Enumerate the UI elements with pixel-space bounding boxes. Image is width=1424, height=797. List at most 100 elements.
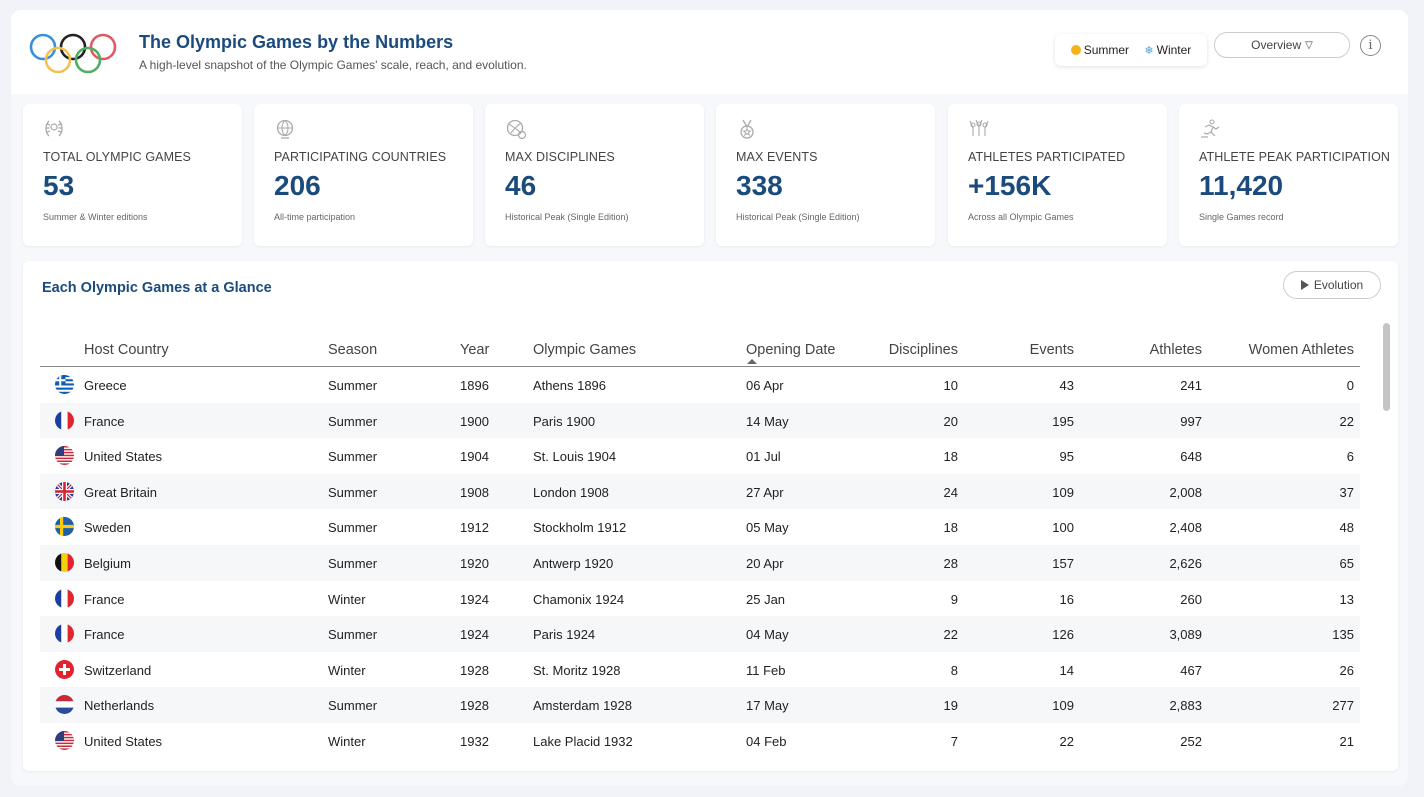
column-header-athletes[interactable]: Athletes	[1149, 342, 1202, 358]
season-summer-button[interactable]: Summer	[1070, 43, 1130, 57]
kpi-value: 206	[274, 170, 321, 201]
table-header: Host Country Season Year Olympic Games O…	[40, 321, 1360, 367]
kpi-note: Single Games record	[1199, 212, 1284, 222]
column-header-events[interactable]: Events	[1029, 342, 1074, 358]
column-header-year[interactable]: Year	[460, 342, 490, 358]
flag-france-icon	[55, 588, 74, 608]
cell-women-athletes: 135	[1332, 627, 1354, 643]
cell-country: France	[84, 591, 125, 607]
evolution-button[interactable]: Evolution	[1283, 271, 1381, 299]
kpi-card-peak: ATHLETE PEAK PARTICIPATION 11,420 Single…	[1179, 104, 1398, 246]
cell-year: 1928	[460, 662, 489, 678]
cell-athletes: 241	[1180, 378, 1202, 393]
play-icon	[1300, 280, 1309, 290]
table-row[interactable]: France Winter 1924 Chamonix 1924 25 Jan 9 16 26…	[40, 581, 1360, 617]
cell-year: 1912	[460, 520, 489, 536]
table-row[interactable]: Sweden Summer 1912 Stockholm 1912 05 May 18 10…	[40, 509, 1360, 545]
games-table: Host Country Season Year Olympic Games O…	[40, 321, 1360, 759]
table-row[interactable]: Switzerland Winter 1928 St. Moritz 1928 11 F…	[40, 652, 1360, 688]
cell-games: St. Louis 1904	[533, 449, 617, 465]
flag-usa-icon	[55, 446, 74, 466]
cell-opening-date: 20 Apr	[746, 555, 784, 571]
table-row[interactable]: Netherlands Summer 1928 Amsterdam 1928 17 Ma…	[40, 687, 1360, 723]
season-summer-label: Summer	[1083, 43, 1130, 57]
table-row[interactable]: Greece Summer 1896 Athens 1896 06 Apr 10 43 241…	[40, 367, 1360, 403]
cell-athletes: 648	[1180, 449, 1202, 465]
table-row[interactable]: Belgium Summer 1920 Antwerp 1920 20 Apr 28 157…	[40, 544, 1360, 581]
cell-year: 1932	[460, 733, 489, 749]
cell-disciplines: 18	[943, 520, 958, 536]
view-select-label: Overview	[1251, 38, 1302, 52]
season-winter-button[interactable]: ❄ Winter	[1144, 43, 1191, 57]
cell-athletes: 2,408	[1169, 520, 1202, 536]
sports-balls-icon	[506, 119, 527, 140]
cell-year: 1904	[460, 449, 489, 465]
kpi-value: 11,420	[1199, 170, 1284, 201]
cell-season: Summer	[328, 484, 378, 500]
cell-events: 22	[1059, 733, 1074, 749]
cell-opening-date: 25 Jan	[746, 591, 786, 607]
cell-season: Summer	[328, 520, 378, 536]
cell-events: 109	[1052, 698, 1074, 714]
kpi-card-athletes: ATHLETES PARTICIPATED +156K Across all O…	[948, 104, 1167, 246]
cell-country: Sweden	[84, 520, 131, 536]
cell-country: France	[84, 413, 125, 429]
column-header-olympic-games[interactable]: Olympic Games	[533, 342, 637, 358]
cell-country: Greece	[84, 378, 127, 393]
page-title: The Olympic Games by the Numbers	[139, 32, 454, 52]
table-scrollbar[interactable]	[1383, 323, 1390, 411]
cell-events: 14	[1059, 662, 1074, 678]
column-header-disciplines[interactable]: Disciplines	[888, 342, 958, 358]
cell-events: 126	[1052, 627, 1074, 643]
table-row[interactable]: France Summer 1924 Paris 1924 04 May 22 126 3,0…	[40, 616, 1360, 652]
chevron-down-icon: ▽	[1305, 39, 1313, 51]
cell-athletes: 3,089	[1169, 627, 1202, 643]
cell-events: 43	[1059, 378, 1074, 393]
flag-netherlands-icon	[55, 695, 74, 715]
cell-games: London 1908	[533, 484, 609, 500]
kpi-value: 46	[505, 170, 537, 201]
kpi-card-events: MAX EVENTS 338 Historical Peak (Single E…	[716, 104, 935, 246]
cell-disciplines: 10	[943, 378, 958, 393]
info-icon[interactable]: i	[1360, 35, 1381, 56]
table-row[interactable]: Great Britain Summer 1908 London 1908 27 Apr…	[40, 473, 1360, 510]
column-header-women-athletes[interactable]: Women Athletes	[1248, 342, 1354, 358]
kpi-label: ATHLETES PARTICIPATED	[968, 150, 1126, 164]
cell-athletes: 2,008	[1169, 484, 1202, 500]
crowd-icon	[969, 119, 989, 136]
cell-country: Switzerland	[84, 662, 152, 678]
dashboard-page: The Olympic Games by the Numbers A high-…	[11, 10, 1408, 786]
cell-women-athletes: 37	[1339, 484, 1354, 500]
column-header-host-country[interactable]: Host Country	[84, 342, 169, 358]
cell-women-athletes: 13	[1339, 591, 1354, 607]
cell-opening-date: 11 Feb	[746, 662, 786, 678]
cell-games: Lake Placid 1932	[533, 733, 633, 749]
table-row[interactable]: United States Summer 1904 St. Louis 1904 01 …	[40, 438, 1360, 474]
cell-games: Paris 1924	[533, 627, 596, 643]
kpi-note: Summer & Winter editions	[43, 212, 148, 222]
kpi-cards: TOTAL OLYMPIC GAMES 53 Summer & Winter e…	[23, 104, 1398, 246]
cell-games: Chamonix 1924	[533, 591, 625, 607]
cell-events: 157	[1052, 555, 1074, 571]
cell-women-athletes: 48	[1339, 520, 1354, 536]
cell-women-athletes: 65	[1339, 555, 1354, 571]
kpi-card-countries: PARTICIPATING COUNTRIES 206 All-time par…	[254, 104, 473, 246]
cell-season: Summer	[328, 555, 378, 571]
cell-women-athletes: 6	[1346, 449, 1354, 465]
season-winter-label: Winter	[1156, 43, 1192, 57]
cell-season: Summer	[328, 698, 378, 714]
column-header-opening-date[interactable]: Opening Date	[746, 342, 836, 358]
cell-disciplines: 20	[943, 413, 958, 429]
cell-season: Summer	[328, 378, 378, 393]
cell-season: Summer	[328, 449, 378, 465]
kpi-note: Historical Peak (Single Edition)	[736, 212, 860, 222]
column-header-season[interactable]: Season	[328, 342, 378, 358]
kpi-label: TOTAL OLYMPIC GAMES	[43, 150, 191, 164]
cell-season: Summer	[328, 627, 378, 643]
view-select-dropdown[interactable]: Overview ▽	[1214, 32, 1350, 58]
cell-country: United States	[84, 733, 163, 749]
table-row[interactable]: United States Winter 1932 Lake Placid 1932 0…	[40, 723, 1360, 759]
table-row[interactable]: France Summer 1900 Paris 1900 14 May 20 195 997…	[40, 402, 1360, 439]
kpi-card-disciplines: MAX DISCIPLINES 46 Historical Peak (Sing…	[485, 104, 704, 246]
cell-disciplines: 24	[943, 484, 958, 500]
